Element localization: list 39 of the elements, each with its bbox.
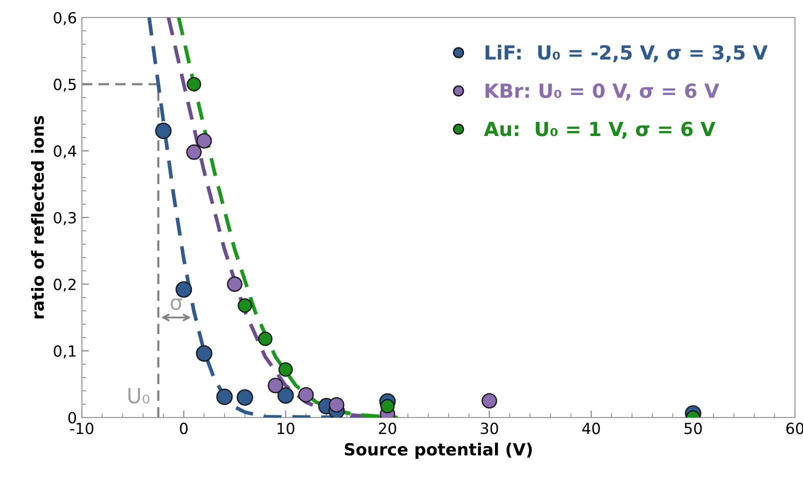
point — [268, 378, 284, 394]
point — [186, 144, 202, 160]
x-tick-label: 0 — [180, 422, 188, 434]
x-tick-label: 50 — [684, 422, 702, 434]
point — [278, 362, 293, 377]
y-tick-label: 0,5 — [54, 78, 76, 92]
point — [186, 76, 202, 92]
y-tick-label: 0,1 — [54, 345, 76, 358]
x-tick-label: 30 — [480, 422, 498, 434]
ref-line-label: U₀ — [128, 388, 150, 404]
point — [216, 388, 233, 406]
point — [258, 332, 272, 346]
x-tick-label: 20 — [378, 422, 396, 434]
x-tick-label: 10 — [278, 422, 294, 434]
x-tick-label: 40 — [582, 422, 600, 434]
annotation: σ — [170, 298, 182, 310]
point — [196, 133, 212, 149]
legend-label: LiF: U₀ = -2,5 V, σ = 3,5 V — [486, 44, 768, 62]
point — [482, 393, 498, 409]
point — [238, 298, 252, 313]
point — [236, 389, 254, 406]
point — [277, 387, 294, 404]
y-tick-label: 0,3 — [54, 212, 76, 226]
x-axis-title: Source potential (V) — [344, 442, 532, 459]
y-tick-label: 0,2 — [54, 278, 76, 292]
y-tick-label: 0,4 — [54, 145, 76, 158]
legend-label: KBr: U₀ = 0 V, σ = 6 V — [486, 83, 720, 101]
x-tick-label: -10 — [70, 422, 94, 434]
legend-label: Au: U₀ = 1 V, σ = 6 V — [484, 122, 716, 139]
point — [226, 276, 242, 292]
point — [298, 387, 314, 403]
y-axis-title: ratio of reflected ions — [31, 116, 44, 318]
point — [196, 345, 212, 362]
point — [328, 397, 344, 413]
y-tick-label: 0 — [68, 412, 76, 424]
y-tick-label: 0,6 — [54, 12, 76, 26]
point — [380, 398, 395, 414]
point — [176, 281, 192, 298]
point — [155, 122, 172, 140]
